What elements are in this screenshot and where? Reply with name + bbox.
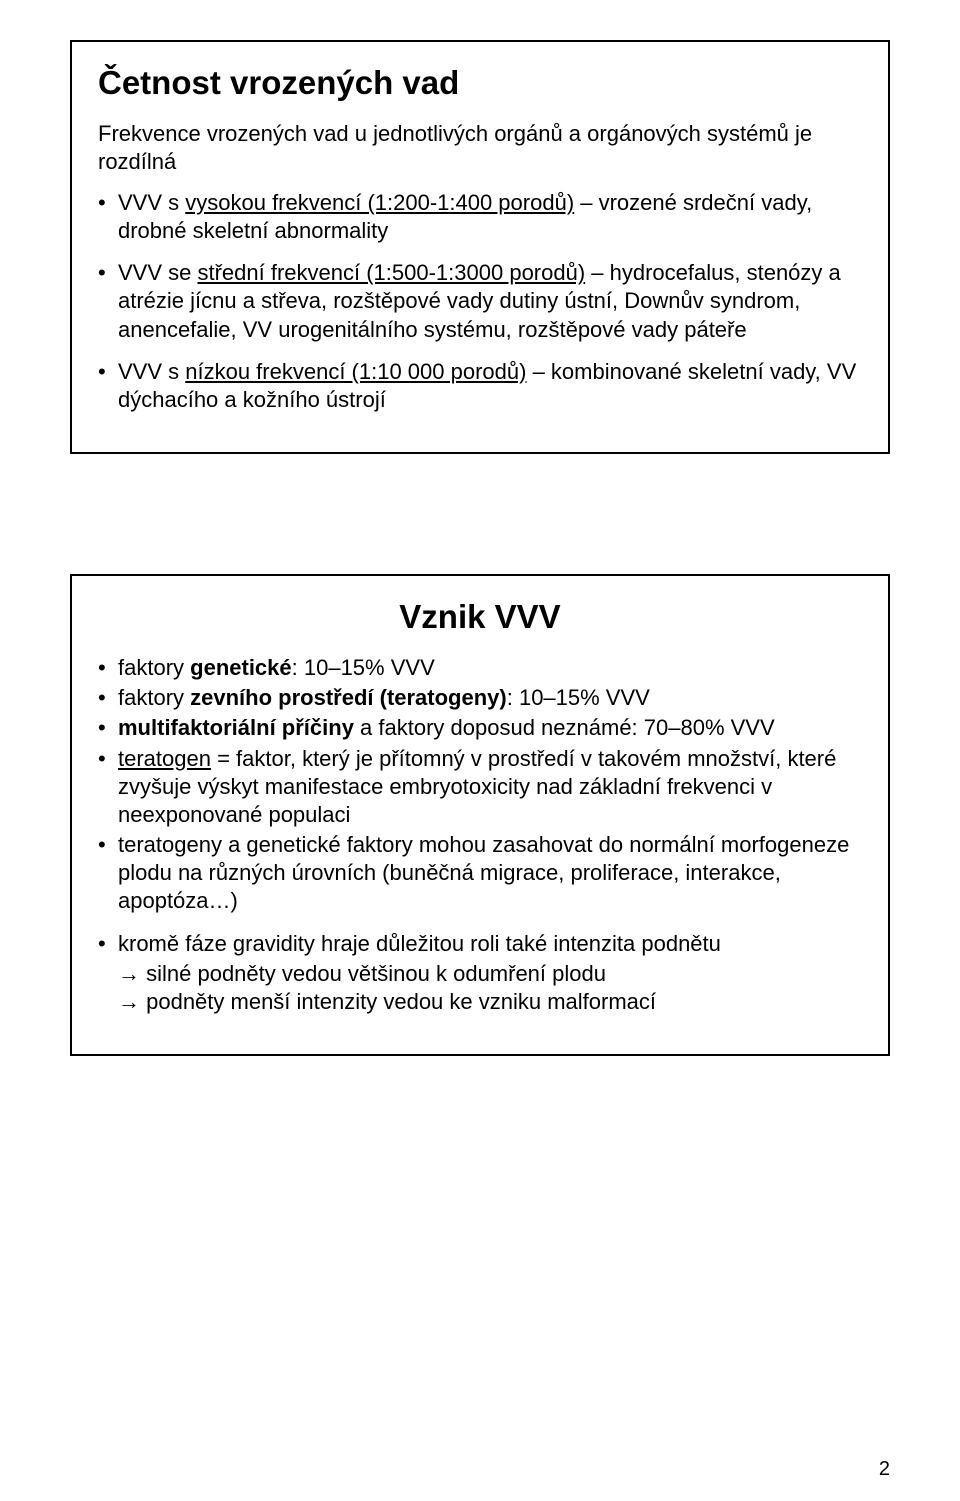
bullet-text: kromě fáze gravidity hraje důležitou rol…: [118, 931, 721, 956]
slide2-bullet-6: kromě fáze gravidity hraje důležitou rol…: [98, 930, 862, 1016]
document-page: Četnost vrozených vad Frekvence vrozenýc…: [0, 0, 960, 1501]
slide2-bullet-5: teratogeny a genetické faktory mohou zas…: [98, 831, 862, 915]
text: faktory: [118, 685, 190, 710]
text: VVV s: [118, 359, 185, 384]
bold-text: genetické: [190, 655, 292, 680]
text: VVV s: [118, 190, 185, 215]
text: faktory: [118, 655, 190, 680]
bullet-text: VVV s vysokou frekvencí (1:200-1:400 por…: [118, 190, 812, 243]
underlined-text: teratogen: [118, 746, 211, 771]
bullet-text: multifaktoriální příčiny a faktory dopos…: [118, 715, 775, 740]
slide1-bullet-1: VVV s vysokou frekvencí (1:200-1:400 por…: [98, 189, 862, 245]
slide-box-2: Vznik VVV faktory genetické: 10–15% VVV …: [70, 574, 890, 1056]
bullet-text: VVV se střední frekvencí (1:500-1:3000 p…: [118, 260, 841, 341]
underlined-text: vysokou frekvencí (1:200-1:400 porodů): [185, 190, 574, 215]
bullet-text: VVV s nízkou frekvencí (1:10 000 porodů)…: [118, 359, 856, 412]
slide-box-1: Četnost vrozených vad Frekvence vrozenýc…: [70, 40, 890, 454]
slide1-intro: Frekvence vrozených vad u jednotlivých o…: [98, 120, 862, 175]
slide1-bullet-2: VVV se střední frekvencí (1:500-1:3000 p…: [98, 259, 862, 343]
sub-lines: → silné podněty vedou většinou k odumřen…: [118, 960, 862, 1016]
text: VVV se: [118, 260, 197, 285]
slide2-bullet-list: faktory genetické: 10–15% VVV faktory ze…: [98, 654, 862, 1016]
slide2-bullet-3: multifaktoriální příčiny a faktory dopos…: [98, 714, 862, 742]
bullet-text: teratogeny a genetické faktory mohou zas…: [118, 832, 849, 913]
slide2-bullet-2: faktory zevního prostředí (teratogeny): …: [98, 684, 862, 712]
slide1-bullet-list: VVV s vysokou frekvencí (1:200-1:400 por…: [98, 189, 862, 414]
text: = faktor, který je přítomný v prostředí …: [118, 746, 836, 827]
bold-text: multifaktoriální příčiny: [118, 715, 354, 740]
bullet-text: faktory genetické: 10–15% VVV: [118, 655, 435, 680]
text: : 10–15% VVV: [507, 685, 650, 710]
underlined-text: střední frekvencí (1:500-1:3000 porodů): [197, 260, 585, 285]
bullet-text: teratogen = faktor, který je přítomný v …: [118, 746, 836, 827]
bold-text: zevního prostředí (teratogeny): [190, 685, 507, 710]
slide1-bullet-3: VVV s nízkou frekvencí (1:10 000 porodů)…: [98, 358, 862, 414]
slide2-bullet-4: teratogen = faktor, který je přítomný v …: [98, 745, 862, 829]
text: a faktory doposud neznámé: 70–80% VVV: [354, 715, 775, 740]
slide2-bullet-1: faktory genetické: 10–15% VVV: [98, 654, 862, 682]
sub-line-1: → silné podněty vedou většinou k odumřen…: [118, 960, 862, 988]
page-number: 2: [879, 1458, 890, 1481]
text: : 10–15% VVV: [292, 655, 435, 680]
sub-line-2: → podněty menší intenzity vedou ke vznik…: [118, 988, 862, 1016]
slide2-title: Vznik VVV: [98, 598, 862, 636]
underlined-text: nízkou frekvencí (1:10 000 porodů): [185, 359, 526, 384]
bullet-text: faktory zevního prostředí (teratogeny): …: [118, 685, 650, 710]
slide1-title: Četnost vrozených vad: [98, 64, 862, 102]
